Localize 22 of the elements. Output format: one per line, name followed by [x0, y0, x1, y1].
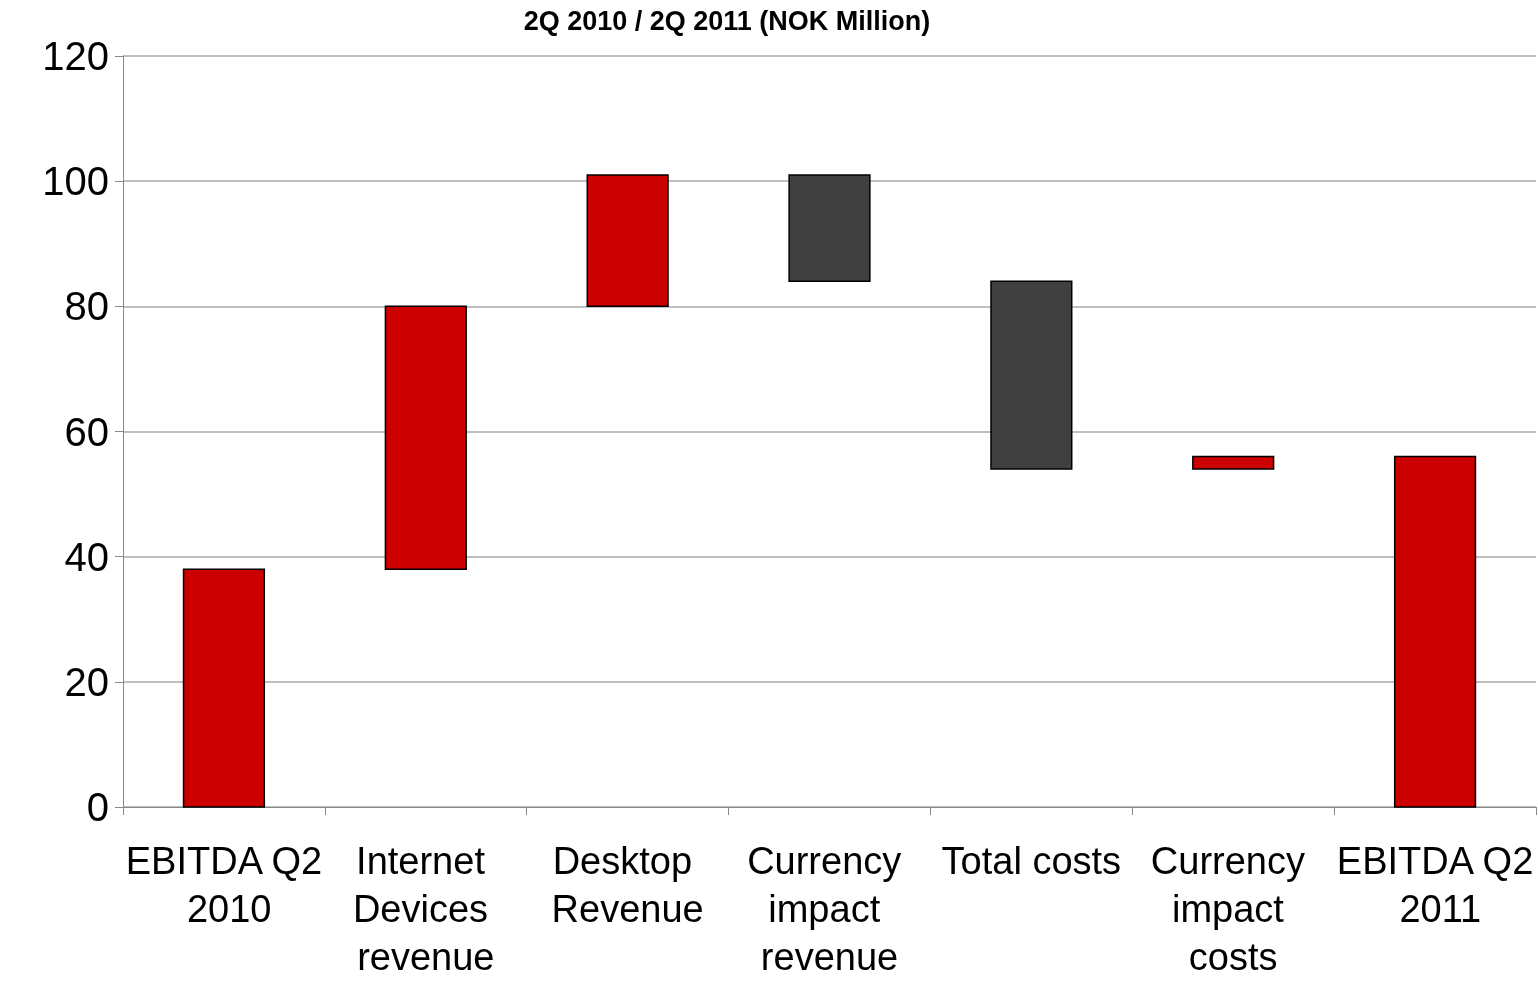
bar — [788, 174, 871, 283]
bar — [1393, 455, 1477, 808]
chart-title: 2Q 2010 / 2Q 2011 (NOK Million) — [523, 5, 931, 36]
bar — [586, 174, 669, 308]
y-tick-label: 80 — [64, 284, 109, 329]
x-tick-label: EBITDA Q2 2011 — [1336, 840, 1534, 930]
x-tick-label: Currency impact costs — [1150, 840, 1316, 978]
y-tick-label: 40 — [64, 534, 109, 579]
x-tick-label: Desktop Revenue — [551, 840, 704, 930]
y-tick-label: 100 — [42, 159, 109, 204]
bar — [182, 568, 266, 808]
y-tick-label: 0 — [86, 785, 109, 829]
bar — [1192, 455, 1275, 470]
x-tick-label: EBITDA Q2 2010 — [125, 840, 323, 930]
y-tick-label: 120 — [42, 34, 109, 78]
bar — [384, 305, 467, 570]
y-tick-label: 20 — [64, 659, 109, 704]
bar — [990, 280, 1073, 470]
x-tick-label: Total costs — [941, 840, 1122, 882]
x-tick-label: Internet Devices revenue — [352, 840, 499, 978]
y-tick-label: 60 — [64, 409, 109, 454]
x-tick-label: Currency impact revenue — [747, 840, 912, 978]
